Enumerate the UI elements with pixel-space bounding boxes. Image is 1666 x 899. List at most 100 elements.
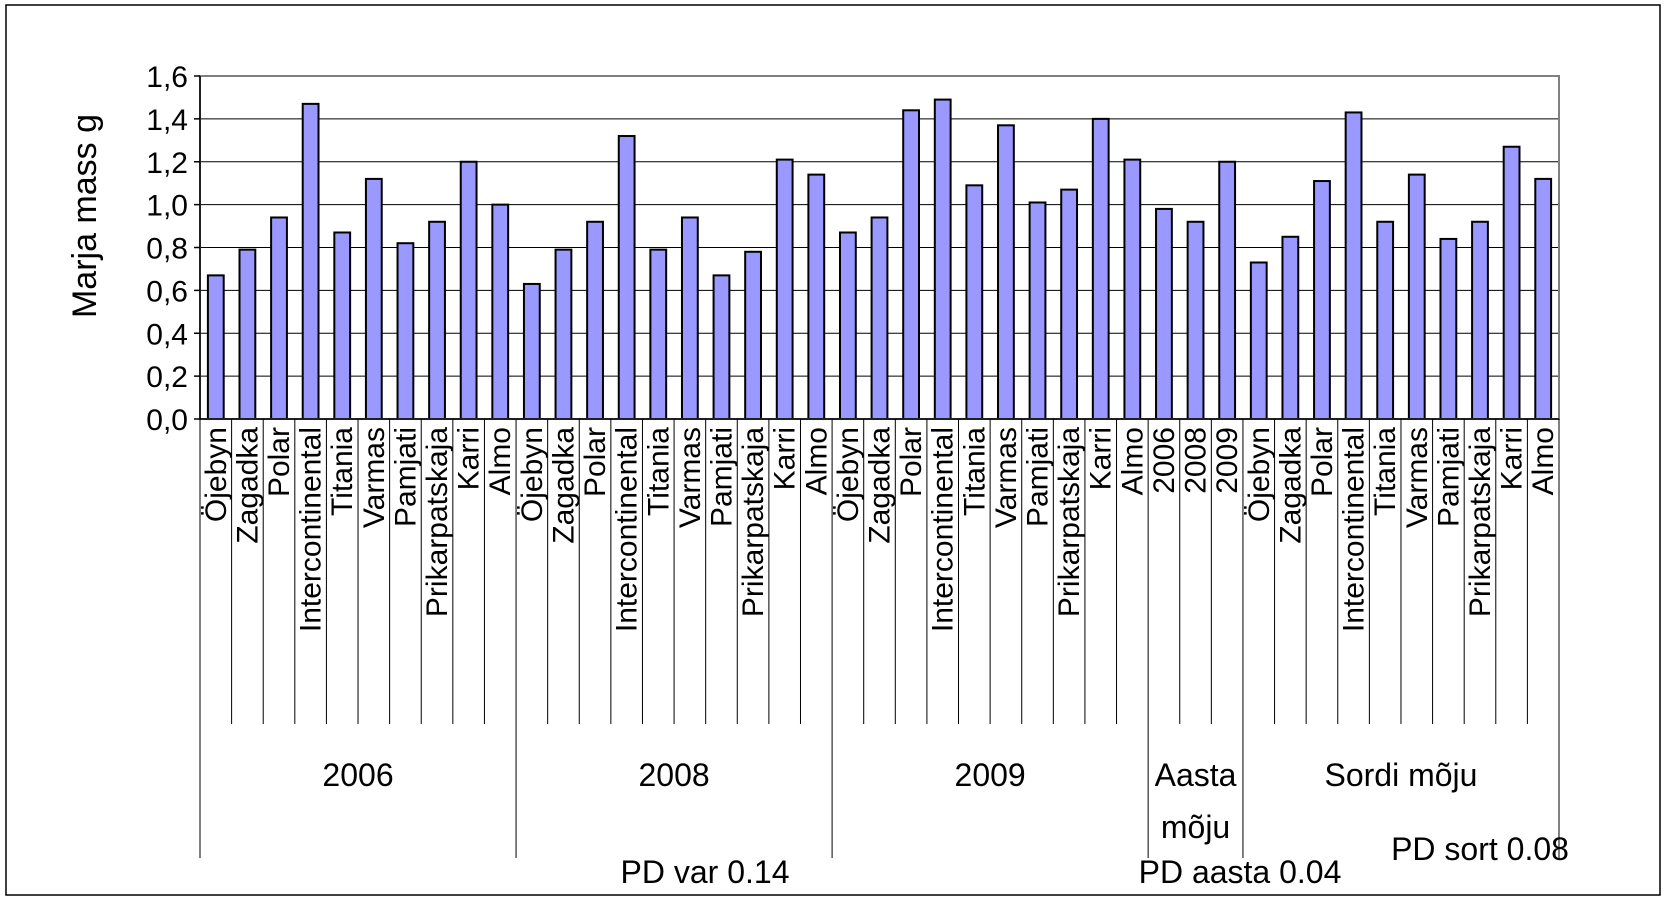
- x-tick-label: Prikarpatskaja: [1053, 427, 1086, 617]
- x-tick-label: Intercontinental: [611, 427, 644, 632]
- bar: [1186, 220, 1205, 420]
- x-tick-label: Varmas: [674, 427, 707, 528]
- x-tick-label: Titania: [642, 427, 675, 516]
- bar-series: [206, 98, 1553, 421]
- x-tick-label: Zagadka: [864, 427, 897, 544]
- chart-outer-border: [5, 4, 1661, 896]
- bar: [1376, 220, 1395, 420]
- x-group-label: 2009: [955, 757, 1026, 793]
- x-tick-label: 2008: [1180, 427, 1213, 494]
- bar: [1028, 201, 1047, 420]
- x-tick-label: Titania: [1369, 427, 1402, 516]
- bar: [1313, 180, 1331, 420]
- x-tick-label: Öjebyn: [516, 427, 549, 522]
- pd-annotation: PD var 0.14: [621, 854, 790, 890]
- x-tick-label: Almo: [484, 427, 517, 495]
- bar: [1502, 145, 1521, 420]
- x-group-label: Sordi mõju: [1325, 757, 1478, 793]
- bar: [1281, 235, 1300, 420]
- bar: [522, 282, 541, 420]
- x-tick-label: Prikarpatskaja: [737, 427, 770, 617]
- bar: [238, 248, 257, 420]
- y-axis-label: Marja mass g: [66, 114, 104, 318]
- bar: [965, 184, 984, 420]
- x-tick-label: Almo: [1116, 427, 1149, 495]
- x-tick-label: Zagadka: [547, 427, 580, 544]
- y-tick-label: 0,2: [146, 361, 188, 394]
- x-tick-label: Öjebyn: [1243, 427, 1276, 522]
- bar: [491, 203, 510, 420]
- bar: [680, 216, 699, 420]
- x-tick-label: Pamjati: [1022, 427, 1055, 527]
- x-tick-label: Öjebyn: [200, 427, 233, 522]
- bar: [744, 250, 762, 420]
- x-tick-label: Öjebyn: [832, 427, 865, 522]
- pd-annotation: PD sort 0.08: [1391, 831, 1569, 867]
- y-tick-label: 1,4: [146, 104, 188, 137]
- x-tick-label: Titania: [958, 427, 991, 516]
- y-tick-label: 1,0: [146, 190, 188, 223]
- bar: [396, 242, 415, 420]
- annotations: PD var 0.14 PD aasta 0.04 PD sort 0.08: [621, 831, 1569, 890]
- y-tick-label: 1,2: [146, 147, 188, 180]
- x-tick-label: Varmas: [990, 427, 1023, 528]
- x-tick-label: Intercontinental: [1338, 427, 1371, 632]
- bar: [870, 216, 889, 420]
- x-group-label: 2008: [638, 757, 709, 793]
- bar: [649, 248, 668, 420]
- bar: [428, 220, 446, 420]
- bar: [364, 177, 383, 420]
- x-tick-label: Polar: [263, 427, 296, 497]
- x-tick-label: Varmas: [1401, 427, 1434, 528]
- x-tick-label: Pamjati: [705, 427, 738, 527]
- gridlines: [200, 118, 1559, 377]
- y-axis: 0,0 0,2 0,4 0,6 0,8 1,0 1,2 1,4 1,6: [146, 61, 201, 437]
- x-tick-label: Zagadka: [231, 427, 264, 544]
- x-tick-label: Zagadka: [1274, 427, 1307, 544]
- x-tick-label: Titania: [326, 427, 359, 516]
- x-group-label: mõju: [1161, 809, 1230, 845]
- bar: [1155, 207, 1173, 420]
- x-tick-label: Karri: [769, 427, 802, 490]
- x-group-label: 2006: [322, 757, 393, 793]
- bar: [902, 109, 921, 421]
- pd-annotation: PD aasta 0.04: [1139, 854, 1342, 890]
- x-tick-label: Intercontinental: [295, 427, 328, 632]
- bar: [270, 216, 288, 420]
- bar: [1439, 237, 1458, 420]
- bar: [1218, 160, 1237, 420]
- x-tick-label: Prikarpatskaja: [421, 427, 454, 617]
- bar: [997, 124, 1015, 421]
- bar: [1344, 111, 1363, 420]
- x-tick-label: Almo: [800, 427, 833, 495]
- bar: [206, 274, 225, 420]
- x-tick-label: Karri: [1085, 427, 1118, 490]
- bar: [301, 102, 320, 421]
- x-tick-label: Karri: [453, 427, 486, 490]
- bar: [1091, 117, 1110, 420]
- bar: [1534, 177, 1553, 420]
- bar: [459, 160, 478, 420]
- x-axis: ÖjebynZagadkaPolarIntercontinentalTitani…: [199, 418, 1560, 858]
- bar: [586, 220, 604, 420]
- bar: [1123, 158, 1142, 420]
- bar: [933, 98, 952, 421]
- bar: [333, 231, 352, 420]
- y-tick-label: 0,6: [146, 275, 188, 308]
- bar: [1249, 261, 1268, 420]
- x-tick-label: Polar: [895, 427, 928, 497]
- x-tick-label: Almo: [1527, 427, 1560, 495]
- x-tick-label: Varmas: [358, 427, 391, 528]
- bar: [1407, 173, 1426, 420]
- y-tick-label: 0,4: [146, 318, 188, 351]
- y-tick-label: 1,6: [146, 61, 188, 94]
- x-tick-label: Pamjati: [389, 427, 422, 527]
- bar: [807, 173, 826, 420]
- bar: [1060, 188, 1079, 420]
- bar: [617, 135, 636, 420]
- bar: [712, 274, 731, 420]
- x-tick-label: Pamjati: [1432, 427, 1465, 527]
- bar: [838, 231, 857, 420]
- x-tick-label: 2006: [1148, 427, 1181, 494]
